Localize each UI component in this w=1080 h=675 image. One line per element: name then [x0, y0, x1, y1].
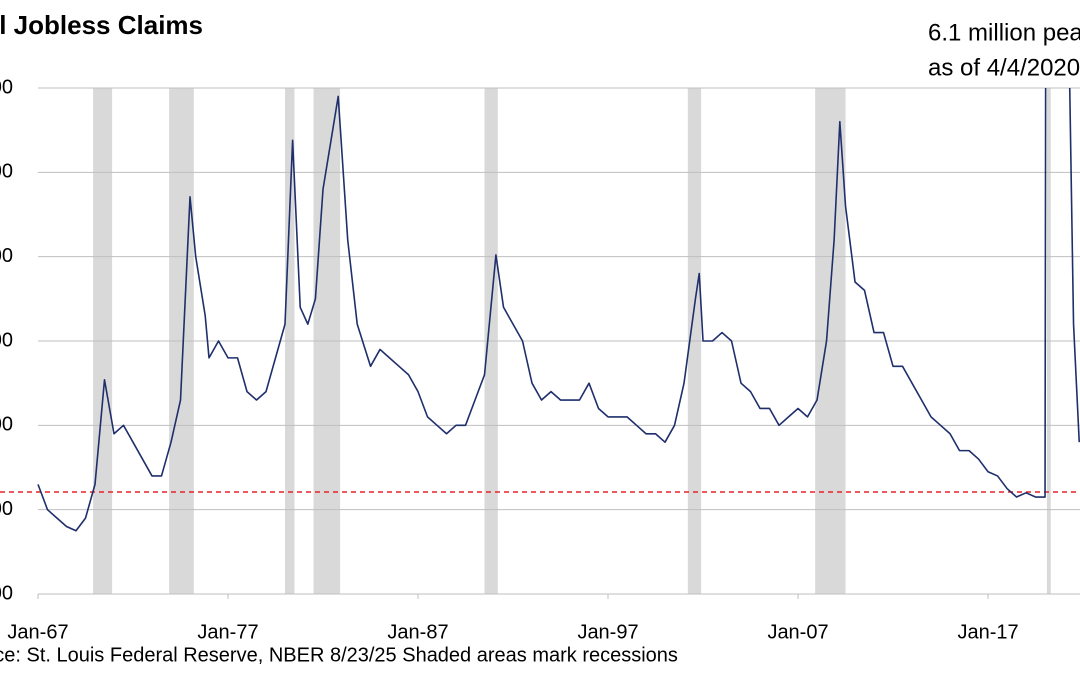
y-tick-label: 500	[0, 245, 13, 267]
x-tick-label: Jan-87	[387, 621, 448, 643]
annotation: 6.1 million peak	[928, 19, 1080, 46]
x-tick-label: Jan-17	[957, 621, 1018, 643]
y-tick-label: 100	[0, 582, 13, 604]
y-tick-label: 700	[0, 76, 13, 98]
series-line	[37, 88, 1080, 532]
x-tick-label: Jan-07	[767, 621, 828, 643]
grid-layer	[0, 87, 1080, 595]
line-layer	[37, 88, 1080, 532]
source-note: Source: St. Louis Federal Reserve, NBER …	[0, 644, 678, 666]
x-tick-label: Jan-77	[197, 621, 258, 643]
x-tick-label: Jan-97	[577, 621, 638, 643]
y-tick-label: 200	[0, 498, 13, 520]
y-tick-label: 300	[0, 414, 13, 436]
chart-title: Initial Jobless Claims	[0, 10, 203, 40]
y-tick-label: 400	[0, 329, 13, 351]
x-tick-label: Jan-67	[7, 621, 68, 643]
label-layer: 100 200 300 400 500 600 700 Jan-67 Jan-77 Jan-87 J…	[0, 76, 1019, 643]
y-tick-label: 600	[0, 161, 13, 183]
annotation: as of 4/4/2020	[928, 54, 1080, 81]
